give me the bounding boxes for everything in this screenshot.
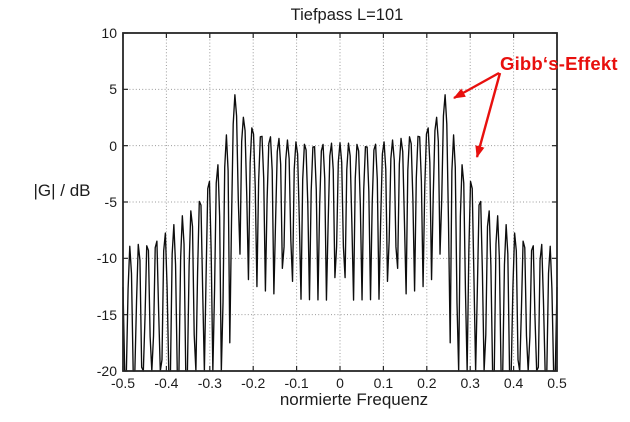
gibbs-arrows <box>453 71 502 158</box>
chart-title: Tiefpass L=101 <box>290 6 404 24</box>
x-tick-label: 0.4 <box>503 375 524 391</box>
gibbs-arrow <box>453 71 500 100</box>
x-tick-label: -0.2 <box>241 375 266 391</box>
y-tick-label: -5 <box>104 194 117 210</box>
x-tick-label: -0.3 <box>197 375 222 391</box>
y-tick-label: 5 <box>109 81 117 98</box>
y-tick-label: -20 <box>96 363 117 379</box>
response-curve <box>122 94 558 372</box>
y-tick-label: 10 <box>101 25 117 41</box>
y-tick-label: 0 <box>109 137 117 154</box>
magnitude-response-curve <box>122 94 558 372</box>
y-tick-label: -15 <box>96 306 117 323</box>
x-tick-label: 0.1 <box>373 375 394 391</box>
grid-lines <box>123 33 557 371</box>
plot-border <box>122 32 558 372</box>
y-axis-label: |G| / dB <box>33 181 91 200</box>
axes-box <box>122 32 558 372</box>
x-tick-label: 0 <box>336 375 344 391</box>
x-axis-label: normierte Frequenz <box>279 390 429 409</box>
y-tick-label: -10 <box>96 250 117 267</box>
gibbs-arrow <box>475 72 502 158</box>
x-tick-label: 0.2 <box>417 375 437 391</box>
x-tick-label: -0.5 <box>110 375 136 391</box>
x-tick-label: -0.1 <box>284 375 309 391</box>
x-tick-label: 0.5 <box>547 375 567 391</box>
x-tick-label: -0.4 <box>154 375 179 391</box>
x-tick-label: 0.3 <box>460 375 480 391</box>
gibbs-effect-annotation: Gibb‘s-Effekt <box>500 53 618 74</box>
